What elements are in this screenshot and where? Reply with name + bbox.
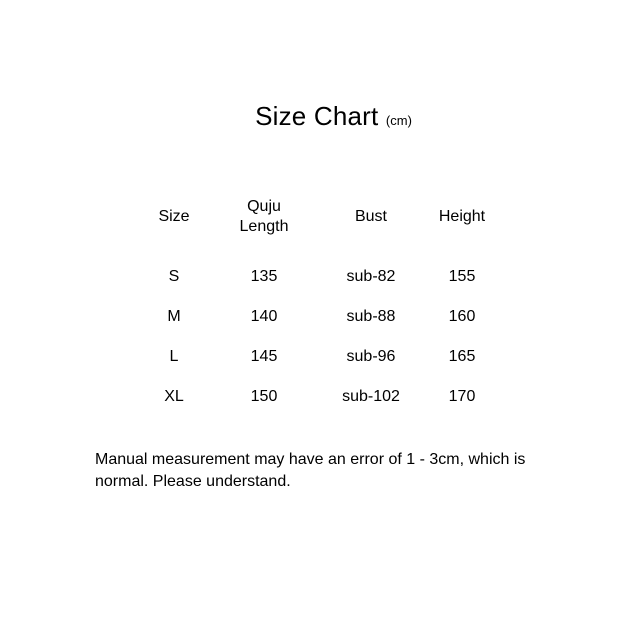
table-cell-quju-length-s: 135: [250, 268, 278, 285]
column-header-size: Size: [158, 208, 190, 225]
table-cell-size-s: S: [168, 268, 180, 285]
table-cell-size-m: M: [167, 308, 181, 325]
table-cell-bust-m: sub-88: [346, 308, 396, 325]
column-header-quju-length: Quju Length: [239, 198, 289, 235]
column-header-bust: Bust: [354, 208, 387, 225]
table-cell-height-s: 155: [448, 268, 476, 285]
header-body-spacer: [134, 242, 496, 257]
table-cell-height-m: 160: [448, 308, 476, 325]
title-text: Size Chart: [255, 101, 379, 131]
table-cell-size-xl: XL: [164, 388, 184, 405]
table-cell-bust-xl: sub-102: [342, 388, 400, 405]
column-header-height: Height: [438, 208, 486, 225]
table-cell-quju-length-xl: 150: [250, 388, 278, 405]
table-cell-height-xl: 170: [448, 388, 476, 405]
table-cell-bust-l: sub-96: [346, 348, 396, 365]
table-cell-size-l: L: [169, 348, 179, 365]
size-table: Size Quju Length Bust Height S 135 sub-8…: [134, 192, 496, 417]
page-title: Size Chart (cm): [13, 101, 641, 132]
table-cell-bust-s: sub-82: [346, 268, 396, 285]
table-cell-height-l: 165: [448, 348, 476, 365]
measurement-note: Manual measurement may have an error of …: [95, 451, 526, 490]
table-cell-quju-length-l: 145: [250, 348, 278, 365]
table-cell-quju-length-m: 140: [250, 308, 278, 325]
title-unit: (cm): [385, 113, 412, 128]
